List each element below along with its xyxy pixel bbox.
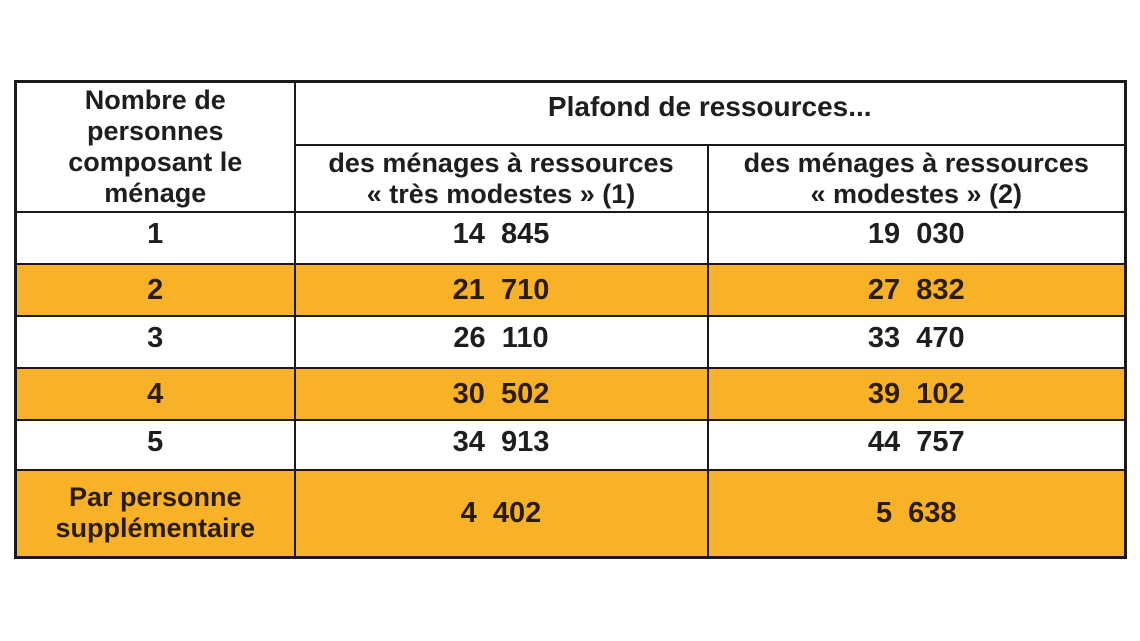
header-row-main: Nombre de personnes composant le ménage …	[14, 80, 1127, 213]
row-label: 5	[14, 419, 296, 471]
modestes-value: 27 832	[706, 263, 1127, 317]
col-header-tres-modestes: des ménages à ressources « très modestes…	[293, 144, 709, 213]
header-line: personnes	[86, 116, 224, 146]
tres-modestes-value: 30 502	[293, 367, 709, 421]
tres-modestes-value: 4 402	[293, 469, 709, 558]
resource-ceiling-main-header: Plafond de ressources...	[293, 80, 1127, 147]
header-line: des ménages à ressources	[328, 147, 674, 178]
tres-modestes-value: 26 110	[293, 315, 709, 369]
header-row-sub: des ménages à ressources « très modestes…	[16, 144, 1127, 213]
row-label: 1	[14, 211, 296, 265]
header-line: composant le	[68, 147, 243, 177]
header-line: « très modestes » (1)	[366, 178, 636, 209]
header-line: « modestes » (2)	[810, 178, 1023, 209]
table-row: 3 26 110 33 470	[14, 315, 1127, 369]
modestes-value: 39 102	[706, 367, 1127, 421]
resource-ceiling-table: Nombre de personnes composant le ménage …	[14, 80, 1128, 559]
row-label: 3	[14, 315, 296, 369]
modestes-value: 33 470	[706, 315, 1127, 369]
table-row: 2 21 710 27 832	[14, 263, 1127, 317]
row-label: 4	[14, 367, 296, 421]
table-row: Par personne supplémentaire 4 402 5 638	[14, 469, 1127, 558]
table-row: 4 30 502 39 102	[14, 367, 1127, 421]
header-line: ménage	[104, 178, 207, 208]
modestes-value: 5 638	[706, 469, 1127, 558]
household-size-header: Nombre de personnes composant le ménage	[14, 80, 296, 213]
col-header-modestes: des ménages à ressources « modestes » (2…	[706, 144, 1127, 213]
table-row: 1 14 845 19 030	[14, 211, 1127, 265]
modestes-value: 19 030	[706, 211, 1127, 265]
tres-modestes-value: 21 710	[293, 263, 709, 317]
header-line: Nombre de	[84, 85, 226, 115]
tres-modestes-value: 14 845	[293, 211, 709, 265]
modestes-value: 44 757	[706, 419, 1127, 471]
table-row: 5 34 913 44 757	[14, 419, 1127, 471]
tres-modestes-value: 34 913	[293, 419, 709, 471]
header-line: des ménages à ressources	[743, 147, 1089, 178]
row-label: 2	[14, 263, 296, 317]
row-label: Par personne supplémentaire	[14, 469, 296, 558]
